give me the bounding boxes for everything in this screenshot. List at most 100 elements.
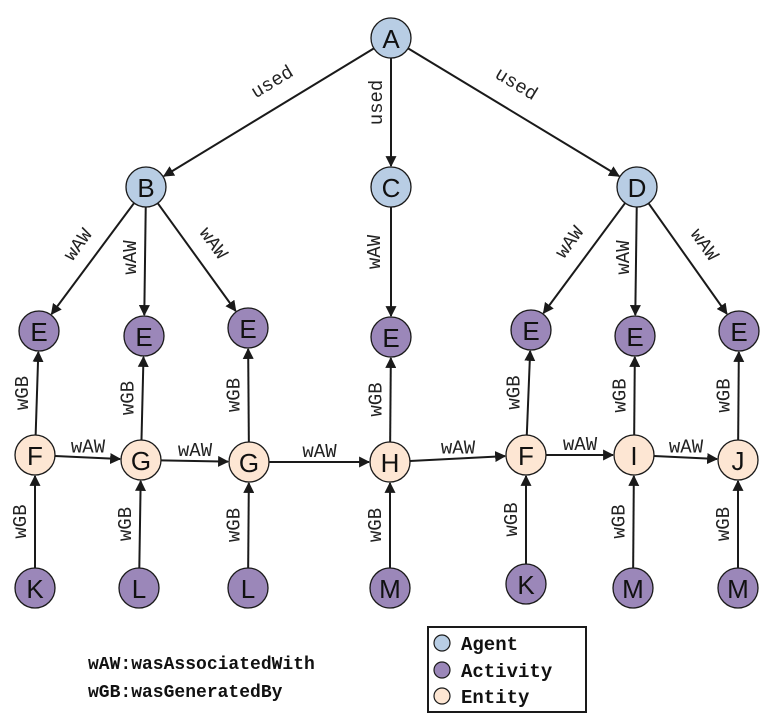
- entity-circle: [14, 434, 56, 476]
- node-f2: F: [505, 434, 547, 476]
- edge-label-wgb: wGB: [118, 381, 140, 415]
- node-d: D: [616, 166, 658, 208]
- node-label: B: [137, 173, 154, 203]
- edge-label-used: used: [491, 63, 541, 105]
- node-label: J: [732, 446, 745, 476]
- node-label: G: [131, 446, 151, 476]
- node-h: H: [369, 441, 411, 483]
- nodes-layer: A B C D E E E E E E E F G G H F I J K L L M K M M: [14, 17, 760, 609]
- legend-entity-label: Entity: [461, 687, 530, 709]
- node-m2: M: [612, 567, 654, 609]
- edge-i-e6: [629, 355, 641, 436]
- edge-label-waw: wAW: [563, 434, 598, 456]
- edge-label-waw: wAW: [441, 438, 476, 460]
- node-label: L: [132, 574, 146, 604]
- activity-circle: [505, 563, 547, 605]
- edge-label-waw: wAW: [669, 437, 704, 459]
- edge-label-wgb: wGB: [714, 378, 736, 412]
- activity-circle: [718, 310, 760, 352]
- edge-label-wgb: wGB: [609, 504, 631, 538]
- edge-label-waw: wAW: [613, 240, 635, 275]
- node-j: J: [717, 439, 759, 481]
- edge-label-waw: wAW: [194, 223, 232, 264]
- activity-circle: [369, 567, 411, 609]
- node-e3: E: [227, 307, 269, 349]
- node-label: A: [382, 24, 400, 54]
- activity-circle: [123, 315, 165, 357]
- node-e4: E: [370, 316, 412, 358]
- node-m3: M: [717, 567, 759, 609]
- edge-b-e1: [50, 202, 135, 316]
- edge-d-e6: [629, 206, 641, 317]
- activity-circle: [370, 316, 412, 358]
- edge-label-waw: wAW: [685, 225, 723, 266]
- activity-circle: [227, 567, 269, 609]
- edge-label-waw: wAW: [120, 240, 142, 275]
- entity-circle: [369, 441, 411, 483]
- edge-label-waw: wAW: [178, 440, 213, 462]
- node-g2: G: [228, 441, 270, 483]
- node-label: F: [27, 441, 43, 471]
- entity-circle: [228, 441, 270, 483]
- edge-j-e7: [733, 350, 745, 441]
- node-label: D: [628, 173, 647, 203]
- node-label: E: [382, 323, 399, 353]
- edge-i-j: [653, 453, 719, 465]
- activity-circle: [14, 567, 56, 609]
- edge-b-e2: [138, 206, 150, 317]
- edges-layer: [29, 47, 745, 569]
- edge-g1-e2: [137, 355, 149, 441]
- edge-f2-e5: [524, 349, 536, 436]
- edge-label-wgb: wGB: [224, 378, 246, 412]
- edge-d-e5: [542, 202, 626, 315]
- edge-h-f2: [409, 451, 507, 463]
- node-label: E: [730, 317, 747, 347]
- node-label: E: [522, 316, 539, 346]
- edge-label-wgb: wGB: [224, 508, 246, 542]
- edge-g1-g2: [160, 455, 230, 467]
- agent-circle: [370, 17, 412, 59]
- node-g1: G: [120, 439, 162, 481]
- node-label: E: [239, 314, 256, 344]
- node-m1: M: [369, 567, 411, 609]
- legend-entity-swatch: [433, 687, 451, 705]
- agent-circle: [616, 166, 658, 208]
- edge-label-waw: wAW: [71, 437, 106, 459]
- edge-label-waw: wAW: [551, 222, 589, 263]
- node-label: K: [26, 574, 44, 604]
- node-a: A: [370, 17, 412, 59]
- entity-circle: [717, 439, 759, 481]
- edge-b-e3: [156, 202, 237, 312]
- abbreviations: wAW:wasAssociatedWith wGB:wasGeneratedBy: [88, 655, 315, 703]
- node-label: E: [135, 322, 152, 352]
- node-l2: L: [227, 567, 269, 609]
- edge-label-wgb: wGB: [713, 507, 735, 541]
- legend-agent-label: Agent: [461, 634, 518, 656]
- edge-label-wgb: wGB: [365, 508, 387, 542]
- legend-box: [427, 626, 587, 713]
- edge-f1-g1: [54, 453, 122, 465]
- node-e2: E: [123, 315, 165, 357]
- edge-label-waw: wAW: [302, 441, 337, 463]
- edge-label-waw: wAW: [364, 234, 386, 269]
- node-label: M: [727, 574, 749, 604]
- node-c: C: [370, 166, 412, 208]
- node-e7: E: [718, 310, 760, 352]
- node-label: E: [30, 317, 47, 347]
- abbreviation-waw: wAW:wasAssociatedWith: [88, 655, 315, 675]
- node-l1: L: [118, 567, 160, 609]
- activity-circle: [118, 567, 160, 609]
- abbreviation-wgb: wGB:wasGeneratedBy: [88, 683, 283, 703]
- node-e5: E: [510, 309, 552, 351]
- edge-label-used: used: [247, 61, 297, 103]
- node-i: I: [613, 434, 655, 476]
- node-b: B: [125, 166, 167, 208]
- entity-circle: [505, 434, 547, 476]
- node-e1: E: [18, 310, 60, 352]
- node-k1: K: [14, 567, 56, 609]
- edge-label-wgb: wGB: [115, 507, 137, 541]
- edge-label-wgb: wGB: [610, 378, 632, 412]
- edge-l1-g1: [135, 479, 147, 569]
- node-label: M: [622, 574, 644, 604]
- entity-circle: [120, 439, 162, 481]
